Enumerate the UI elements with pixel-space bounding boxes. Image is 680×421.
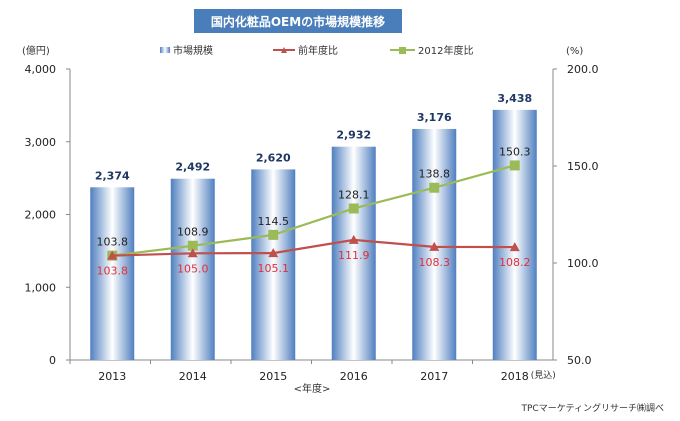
legend-square-icon	[399, 47, 406, 54]
bar	[492, 109, 537, 360]
left-axis-label: (億円)	[22, 44, 50, 57]
bar-value-label: 3,438	[497, 92, 532, 105]
yoy-value-label: 105.1	[258, 262, 290, 275]
category-suffix: (見込)	[531, 370, 556, 381]
x-tick-label: 2016	[340, 370, 368, 383]
bar-value-label: 2,492	[175, 161, 210, 174]
yoy-value-label: 103.8	[97, 265, 129, 278]
source-note: TPCマーケティングリサーチ㈱調べ	[521, 402, 665, 414]
legend-label-vs2012: 2012年度比	[418, 44, 473, 57]
bar	[90, 187, 135, 360]
square-marker	[429, 182, 440, 193]
x-tick-label: 2017	[420, 370, 448, 383]
legend-bar-swatch	[160, 47, 170, 53]
yoy-value-label: 108.2	[499, 256, 531, 269]
bar	[251, 169, 296, 360]
left-tick-label: 4,000	[25, 63, 57, 76]
right-tick-label: 150.0	[567, 160, 599, 173]
x-tick-label: 2018	[501, 370, 529, 383]
right-axis-label: (%)	[566, 46, 583, 57]
square-marker	[268, 229, 279, 240]
x-tick-label: 2013	[98, 370, 126, 383]
right-tick-label: 50.0	[567, 354, 592, 367]
triangle-marker	[268, 248, 279, 258]
title-box	[194, 9, 402, 33]
left-tick-label: 0	[49, 354, 56, 367]
legend: 市場規模 前年度比 2012年度比	[160, 44, 473, 57]
triangle-marker	[187, 248, 198, 258]
bar-value-label: 3,176	[417, 111, 452, 124]
x-tick-label: 2014	[179, 370, 207, 383]
square-marker	[348, 203, 359, 214]
vs2012-value-label: 108.9	[177, 226, 209, 239]
bar	[170, 178, 215, 360]
triangle-marker	[107, 250, 118, 260]
bar-value-label: 2,374	[95, 169, 130, 182]
vs2012-value-label: 150.3	[499, 145, 531, 158]
yoy-value-label: 108.3	[419, 256, 451, 269]
left-tick-label: 3,000	[25, 136, 57, 149]
triangle-marker	[509, 242, 520, 252]
square-marker	[187, 240, 198, 251]
vs2012-line	[112, 164, 516, 257]
legend-label-market: 市場規模	[173, 44, 213, 57]
square-marker	[509, 160, 520, 171]
yoy-value-label: 111.9	[338, 249, 370, 262]
triangle-marker	[429, 241, 440, 251]
vs2012-value-label: 114.5	[258, 215, 290, 228]
vs2012-value-label: 128.1	[338, 188, 370, 201]
right-tick-label: 100.0	[567, 257, 599, 270]
legend-label-yoy: 前年度比	[298, 44, 338, 57]
bar-value-label: 2,932	[336, 129, 371, 142]
bar	[331, 146, 376, 360]
left-tick-label: 1,000	[25, 281, 57, 294]
chart-title: 国内化粧品OEMの市場規模推移	[211, 14, 385, 29]
yoy-value-label: 105.0	[177, 262, 209, 275]
yoy-line	[112, 238, 515, 257]
right-tick-label: 200.0	[567, 63, 599, 76]
x-axis-label: <年度>	[294, 382, 331, 395]
triangle-marker	[348, 234, 359, 244]
legend-triangle-icon	[281, 47, 287, 53]
left-tick-label: 2,000	[25, 209, 57, 222]
vs2012-value-label: 103.8	[97, 236, 129, 249]
vs2012-value-label: 138.8	[419, 168, 451, 181]
x-tick-label: 2015	[259, 370, 287, 383]
bar-value-label: 2,620	[256, 151, 291, 164]
